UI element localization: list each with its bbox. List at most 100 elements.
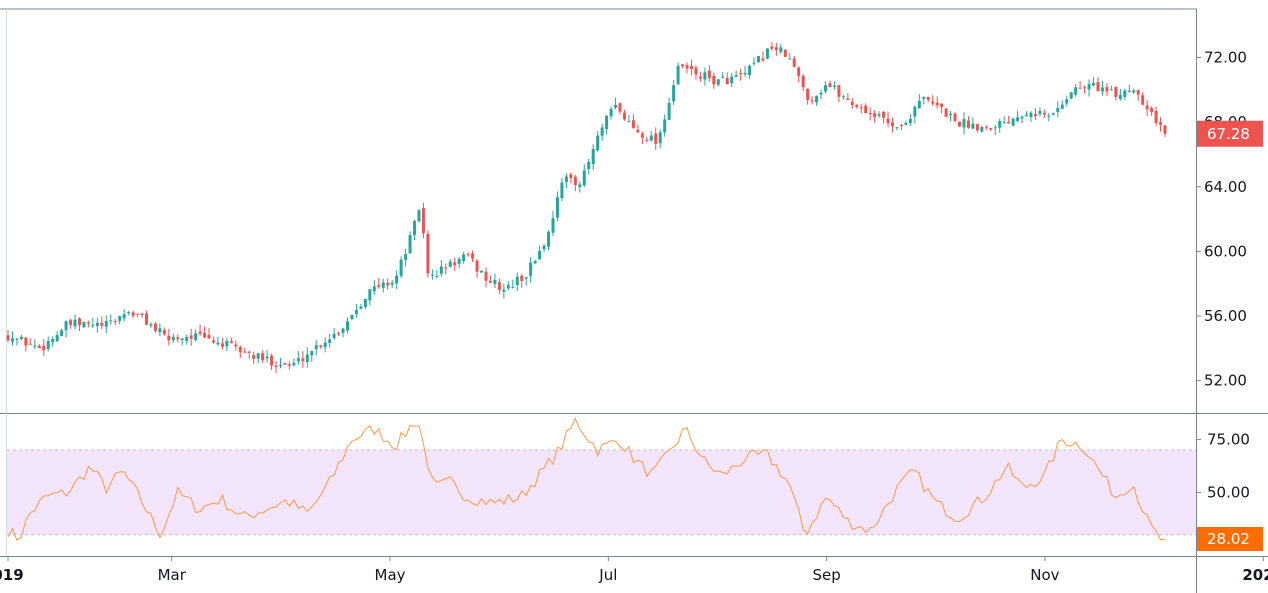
candle-body <box>1114 87 1118 97</box>
candle-body <box>823 85 827 92</box>
candle <box>873 109 877 123</box>
candle <box>721 71 725 79</box>
candle <box>439 260 443 277</box>
candle-body <box>681 64 685 67</box>
candle <box>891 117 895 133</box>
candle-body <box>462 254 466 262</box>
candle-body <box>372 286 376 292</box>
candle <box>368 288 372 306</box>
last-price: 67.28 <box>1207 125 1250 143</box>
candle <box>850 98 854 109</box>
candle <box>631 114 635 130</box>
candle-body <box>359 306 363 309</box>
candle-body <box>886 118 890 124</box>
candle-body <box>390 282 394 285</box>
candle <box>524 276 528 286</box>
candle-body <box>162 330 166 335</box>
candle-body <box>15 338 19 340</box>
candle <box>1078 80 1082 89</box>
candle-body <box>287 364 291 366</box>
candle <box>774 42 778 56</box>
candle-body <box>971 123 975 129</box>
candle-body <box>1029 112 1033 118</box>
price-tick-label: 60.00 <box>1204 242 1247 260</box>
candle-body <box>493 279 497 284</box>
candle <box>55 331 59 343</box>
candle <box>685 62 689 74</box>
candle <box>363 298 367 310</box>
candle <box>292 358 296 367</box>
candle-body <box>672 85 676 102</box>
candle-body <box>819 92 823 95</box>
candle <box>681 64 685 69</box>
candle-body <box>466 254 470 256</box>
candle-body <box>1051 113 1055 115</box>
candle-body <box>363 298 367 308</box>
candle-body <box>211 340 215 343</box>
candle <box>421 202 425 239</box>
candle-body <box>185 337 189 341</box>
candle <box>296 351 300 365</box>
time-tick-label: 2020 <box>1242 566 1268 584</box>
time-tick-label: Mar <box>158 566 187 584</box>
candle-body <box>1007 121 1011 124</box>
candle-body <box>19 336 23 339</box>
candle <box>895 126 899 131</box>
time-axis-ticks: 019 Mar May Jul Sep Nov 2020 <box>0 556 1268 584</box>
candle-body <box>859 107 863 109</box>
candle-body <box>1145 105 1149 110</box>
candle <box>19 335 23 341</box>
candle-body <box>6 335 10 341</box>
candle <box>926 96 930 103</box>
candle <box>591 144 595 170</box>
candle-body <box>555 197 559 218</box>
candle-body <box>806 88 810 100</box>
candle-body <box>1132 90 1136 93</box>
candle <box>667 97 671 121</box>
candle <box>488 275 492 284</box>
candle <box>198 324 202 337</box>
candle-body <box>1109 89 1113 91</box>
candle <box>167 328 171 346</box>
candle <box>399 256 403 279</box>
candle-body <box>868 113 872 115</box>
candle-body <box>377 285 381 287</box>
candle <box>225 337 229 351</box>
candle <box>1150 106 1154 116</box>
candle-body <box>797 67 801 76</box>
candle <box>377 277 381 289</box>
candle-body <box>350 314 354 320</box>
candle-body <box>189 335 193 339</box>
candle <box>944 108 948 118</box>
candle-body <box>1154 110 1158 124</box>
candle <box>1074 84 1078 97</box>
candle <box>993 124 997 135</box>
candle <box>846 93 850 100</box>
candle <box>573 174 577 192</box>
rsi-axis-ticks: 50.00 75.00 <box>1196 430 1250 501</box>
candle <box>676 62 680 86</box>
candle <box>971 117 975 130</box>
candle-body <box>734 75 738 77</box>
candle-body <box>998 120 1002 128</box>
candle <box>538 245 542 261</box>
candle-body <box>600 127 604 136</box>
candle-body <box>1060 104 1064 109</box>
candle <box>605 114 609 135</box>
candle-body <box>716 79 720 85</box>
candle <box>864 103 868 114</box>
candle <box>815 95 819 106</box>
candle <box>372 280 376 296</box>
candle-body <box>1141 95 1145 105</box>
candle <box>841 94 845 100</box>
candle-body <box>234 344 238 347</box>
candle <box>480 270 484 273</box>
candle-body <box>64 321 68 331</box>
candle-body <box>413 221 417 235</box>
candle <box>506 281 510 291</box>
candle-body <box>712 75 716 85</box>
candle <box>109 314 113 325</box>
candle <box>301 351 305 369</box>
candle <box>935 96 939 109</box>
candle-body <box>238 346 242 353</box>
